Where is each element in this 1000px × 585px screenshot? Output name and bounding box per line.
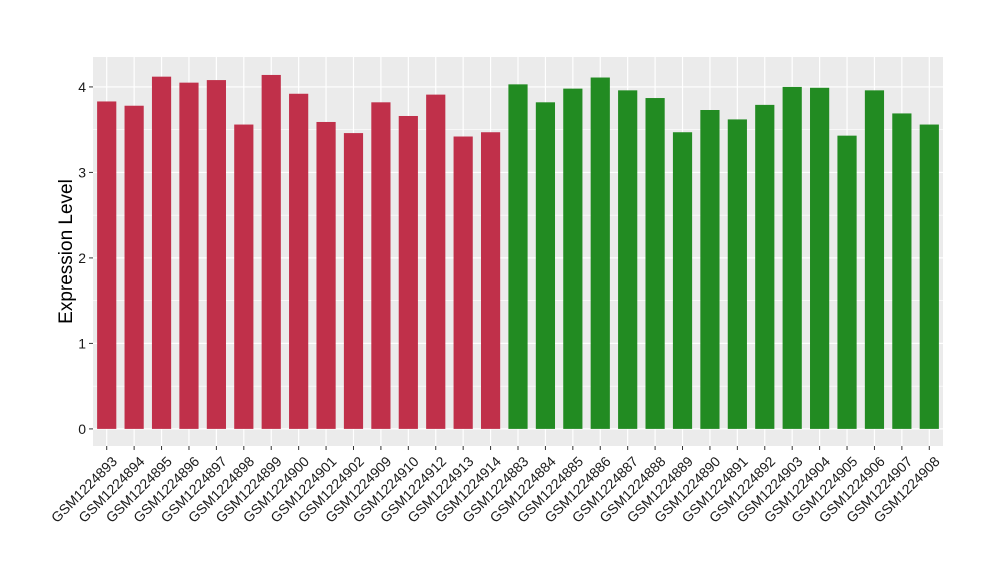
bar-GSM1224910: [398, 115, 418, 429]
bar-GSM1224894: [124, 105, 144, 429]
y-tick-label: 1: [78, 335, 86, 351]
bar-GSM1224889: [672, 132, 693, 429]
bar-GSM1224897: [206, 80, 226, 429]
bar-GSM1224903: [782, 86, 802, 429]
bar-GSM1224885: [563, 88, 583, 429]
bar-GSM1224908: [919, 124, 939, 429]
bar-GSM1224891: [727, 119, 747, 429]
bar-GSM1224895: [151, 76, 172, 429]
bar-GSM1224906: [864, 90, 885, 429]
bar-GSM1224912: [426, 94, 446, 429]
y-axis-title: Expression Level: [56, 179, 77, 324]
bar-GSM1224884: [535, 102, 556, 429]
bar-GSM1224909: [371, 102, 391, 429]
bar-GSM1224892: [755, 104, 775, 429]
bar-GSM1224887: [618, 90, 638, 429]
bar-GSM1224896: [179, 82, 199, 429]
y-tick-label: 2: [78, 250, 86, 266]
bar-GSM1224914: [480, 132, 501, 429]
bar-GSM1224905: [837, 135, 857, 429]
y-tick-label: 4: [78, 79, 86, 95]
bar-GSM1224901: [316, 121, 336, 429]
bar-GSM1224898: [234, 124, 254, 429]
bar-GSM1224890: [700, 110, 720, 429]
bar-GSM1224888: [645, 98, 665, 429]
y-tick-label: 0: [78, 421, 86, 437]
bar-GSM1224900: [289, 93, 309, 429]
y-tick-label: 3: [78, 164, 86, 180]
bar-GSM1224904: [810, 87, 830, 429]
bar-GSM1224886: [590, 77, 610, 429]
bar-GSM1224913: [453, 136, 473, 429]
bar-GSM1224899: [261, 74, 281, 429]
bars-group: [97, 74, 939, 429]
x-axis: GSM1224893GSM1224894GSM1224895GSM1224896…: [48, 446, 943, 526]
bar-GSM1224893: [97, 101, 117, 429]
bar-GSM1224902: [343, 133, 364, 429]
bar-GSM1224883: [508, 84, 528, 429]
bar-GSM1224907: [892, 113, 912, 429]
y-axis: 0 1 2 3 4: [78, 79, 93, 437]
